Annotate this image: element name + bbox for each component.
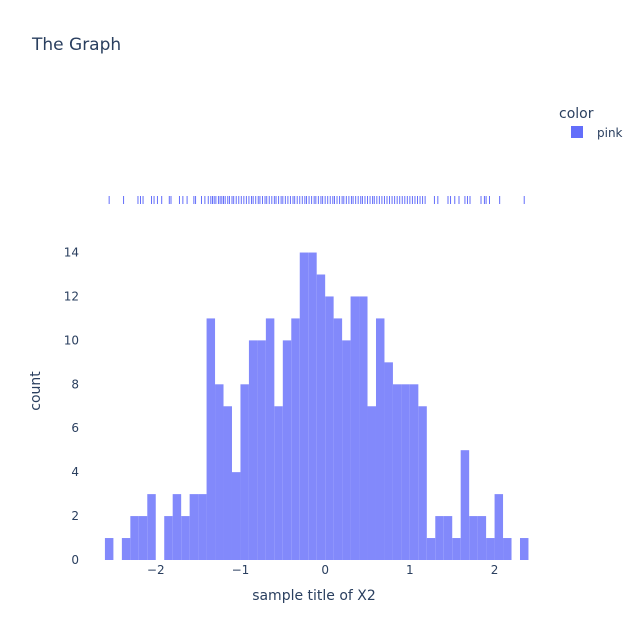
y-tick-label: 4 [71,465,79,479]
histogram-bar [418,406,427,560]
histogram-bar [138,516,148,560]
histogram-bar [206,318,216,560]
histogram-bar [248,340,258,560]
y-tick-label: 10 [64,333,79,347]
x-axis-title: sample title of X2 [252,588,376,604]
legend-title: color [559,106,594,122]
legend-swatch-pink [571,126,583,138]
chart-title: The Graph [31,35,121,55]
histogram-bar [265,318,275,560]
histogram-bar [231,472,241,560]
histogram-bar [189,494,199,560]
histogram-bar [282,340,292,560]
histogram-bar [519,538,529,560]
histogram-bar [486,538,495,560]
x-axis-ticks: −2 −1 0 1 2 [147,563,498,577]
y-tick-label: 8 [71,377,79,391]
histogram-bar [130,516,139,560]
histogram-bar [223,406,232,560]
y-tick-label: 6 [71,421,79,435]
histogram-bar [359,296,368,560]
y-axis-title: count [28,371,44,411]
y-tick-label: 14 [64,246,79,260]
histogram-bars [104,252,529,560]
histogram-bar [240,384,249,560]
histogram-bar [460,450,470,560]
legend-item-label: pink [597,126,623,140]
histogram-bar [503,538,512,560]
x-tick-label: 2 [491,563,499,577]
y-tick-label: 12 [64,289,79,303]
histogram-bar [181,516,190,560]
histogram-bar [469,516,478,560]
histogram-bar [342,340,351,560]
x-tick-label: 0 [321,563,329,577]
rug-plot [108,196,525,204]
histogram-bar [299,252,309,560]
histogram-bar [308,252,317,560]
histogram-bar [121,538,131,560]
histogram-bar [325,296,334,560]
histogram-bar [198,494,207,560]
histogram-bar [392,384,402,560]
histogram-bar [147,494,156,560]
histogram-bar [477,516,487,560]
histogram-bar [367,406,376,560]
histogram-bar [443,516,453,560]
histogram-bar [452,538,461,560]
histogram-bar [409,384,419,560]
histogram-bar [104,538,114,560]
histogram-bar [494,494,504,560]
histogram-bar [333,318,343,560]
x-tick-label: 1 [406,563,414,577]
histogram-bar [274,406,283,560]
histogram-bar [350,296,360,560]
histogram-bar [257,340,266,560]
histogram-bar [172,494,182,560]
histogram-bar [291,318,300,560]
histogram-bar [435,516,444,560]
y-tick-label: 0 [71,553,79,567]
histogram-bar [401,384,410,560]
histogram-bar [215,384,224,560]
legend[interactable]: color pink [559,106,623,140]
x-tick-label: −1 [232,563,250,577]
histogram-bar [384,362,393,560]
y-tick-label: 2 [71,509,79,523]
y-axis-ticks: 0 2 4 6 8 10 12 14 [64,246,79,567]
histogram-bar [316,274,326,560]
histogram-bar [164,516,173,560]
histogram-bar [426,538,436,560]
histogram-bar [375,318,385,560]
x-tick-label: −2 [147,563,165,577]
